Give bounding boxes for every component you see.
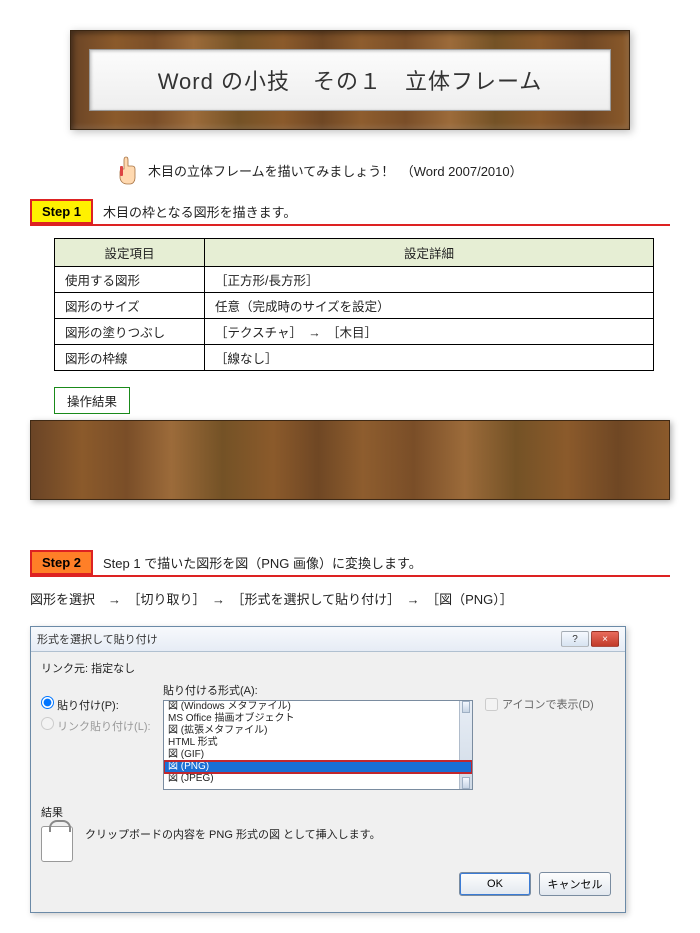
clipboard-icon — [41, 826, 73, 862]
step2-desc: Step 1 で描いた図形を図（PNG 画像）に変換します。 — [103, 550, 422, 575]
pastelink-radio-input — [41, 717, 54, 730]
step2-header: Step 2 Step 1 で描いた図形を図（PNG 画像）に変換します。 — [30, 550, 670, 577]
wood-result-bar — [30, 420, 670, 500]
dialog-titlebar: 形式を選択して貼り付け ? × — [31, 627, 625, 652]
format-list-label: 貼り付ける形式(A): — [163, 682, 473, 698]
table-row: 図形の枠線 ［線なし］ — [55, 345, 654, 371]
list-item[interactable]: 図 (拡張メタファイル) — [164, 725, 472, 737]
icon-display-checkbox: アイコンで表示(D) — [485, 696, 615, 712]
step1-result-label: 操作結果 — [54, 387, 130, 414]
paste-radio-label: 貼り付け(P): — [57, 700, 119, 712]
wood-title-frame: Word の小技 その１ 立体フレーム — [70, 30, 630, 130]
step2-body: 図形を選択 → ［切り取り］ → ［形式を選択して貼り付け］ → ［図（PNG）… — [30, 589, 670, 608]
list-item[interactable]: 図 (JPEG) — [164, 773, 472, 785]
table-row: 図形の塗りつぶし ［テクスチャ］ → ［木目］ — [55, 319, 654, 345]
table-header: 設定項目 — [55, 239, 205, 267]
page-title: Word の小技 その１ 立体フレーム — [89, 49, 611, 111]
pointing-hand-icon — [116, 155, 138, 185]
paste-special-dialog: 形式を選択して貼り付け ? × リンク元: 指定なし 貼り付け(P): リンク貼… — [30, 626, 626, 913]
icon-display-checkbox-input — [485, 698, 498, 711]
help-icon[interactable]: ? — [561, 631, 589, 647]
step1-badge: Step 1 — [30, 199, 93, 224]
table-row: 使用する図形 ［正方形/長方形］ — [55, 267, 654, 293]
dialog-result-title: 結果 — [41, 804, 615, 820]
pastelink-radio: リンク貼り付け(L): — [41, 717, 151, 734]
paste-radio[interactable]: 貼り付け(P): — [41, 696, 151, 713]
scrollbar[interactable] — [459, 701, 472, 789]
step1-header: Step 1 木目の枠となる図形を描きます。 — [30, 199, 670, 226]
list-item-selected[interactable]: 図 (PNG) — [164, 761, 472, 773]
list-item[interactable]: HTML 形式 — [164, 737, 472, 749]
dialog-result-text: クリップボードの内容を PNG 形式の図 として挿入します。 — [85, 826, 381, 842]
paste-radio-input[interactable] — [41, 696, 54, 709]
list-item[interactable]: 図 (GIF) — [164, 749, 472, 761]
icon-display-label: アイコンで表示(D) — [502, 696, 594, 712]
dialog-link-source: リンク元: 指定なし — [41, 660, 615, 676]
dialog-title: 形式を選択して貼り付け — [37, 631, 561, 647]
intro-row: 木目の立体フレームを描いてみましょう！ （Word 2007/2010） — [116, 155, 670, 185]
table-row: 図形のサイズ 任意（完成時のサイズを設定） — [55, 293, 654, 319]
close-icon[interactable]: × — [591, 631, 619, 647]
intro-text: 木目の立体フレームを描いてみましょう！ （Word 2007/2010） — [148, 161, 523, 180]
format-listbox[interactable]: 図 (Windows メタファイル) MS Office 描画オブジェクト 図 … — [163, 700, 473, 790]
step1-desc: 木目の枠となる図形を描きます。 — [103, 199, 296, 224]
step2-badge: Step 2 — [30, 550, 93, 575]
pastelink-radio-label: リンク貼り付け(L): — [57, 721, 151, 733]
step1-table: 設定項目 設定詳細 使用する図形 ［正方形/長方形］ 図形のサイズ 任意（完成時… — [54, 238, 654, 371]
cancel-button[interactable]: キャンセル — [539, 872, 611, 896]
list-item[interactable]: MS Office 描画オブジェクト — [164, 713, 472, 725]
ok-button[interactable]: OK — [459, 872, 531, 896]
table-header: 設定詳細 — [205, 239, 654, 267]
list-item[interactable]: 図 (Windows メタファイル) — [164, 701, 472, 713]
